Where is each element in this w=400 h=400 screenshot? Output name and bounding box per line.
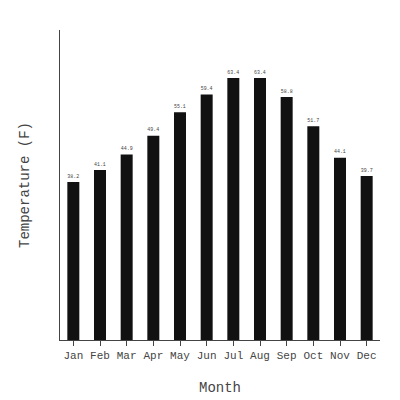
svg-text:55.1: 55.1 — [174, 104, 186, 109]
svg-text:63.4: 63.4 — [254, 70, 266, 75]
svg-text:Mar: Mar — [117, 350, 137, 362]
svg-text:May: May — [170, 350, 190, 362]
svg-text:Jun: Jun — [197, 350, 217, 362]
svg-text:41.1: 41.1 — [94, 162, 106, 167]
svg-text:Apr: Apr — [143, 350, 163, 362]
svg-text:39.7: 39.7 — [361, 168, 373, 173]
svg-text:38.2: 38.2 — [67, 174, 79, 179]
svg-text:44.1: 44.1 — [334, 149, 346, 154]
svg-text:58.8: 58.8 — [281, 89, 293, 94]
svg-text:Dec: Dec — [357, 350, 377, 362]
svg-text:44.9: 44.9 — [121, 146, 133, 151]
svg-text:Aug: Aug — [250, 350, 270, 362]
svg-text:Jan: Jan — [63, 350, 83, 362]
svg-text:Nov: Nov — [330, 350, 350, 362]
svg-text:Jul: Jul — [223, 350, 243, 362]
svg-text:51.7: 51.7 — [307, 118, 319, 123]
svg-text:Feb: Feb — [90, 350, 110, 362]
svg-text:Month: Month — [199, 380, 241, 396]
svg-text:Sep: Sep — [277, 350, 297, 362]
svg-text:Oct: Oct — [303, 350, 323, 362]
svg-text:59.4: 59.4 — [201, 86, 213, 91]
svg-text:49.4: 49.4 — [147, 127, 159, 132]
svg-text:63.4: 63.4 — [227, 70, 239, 75]
svg-text:Temperature (F): Temperature (F) — [17, 122, 33, 248]
